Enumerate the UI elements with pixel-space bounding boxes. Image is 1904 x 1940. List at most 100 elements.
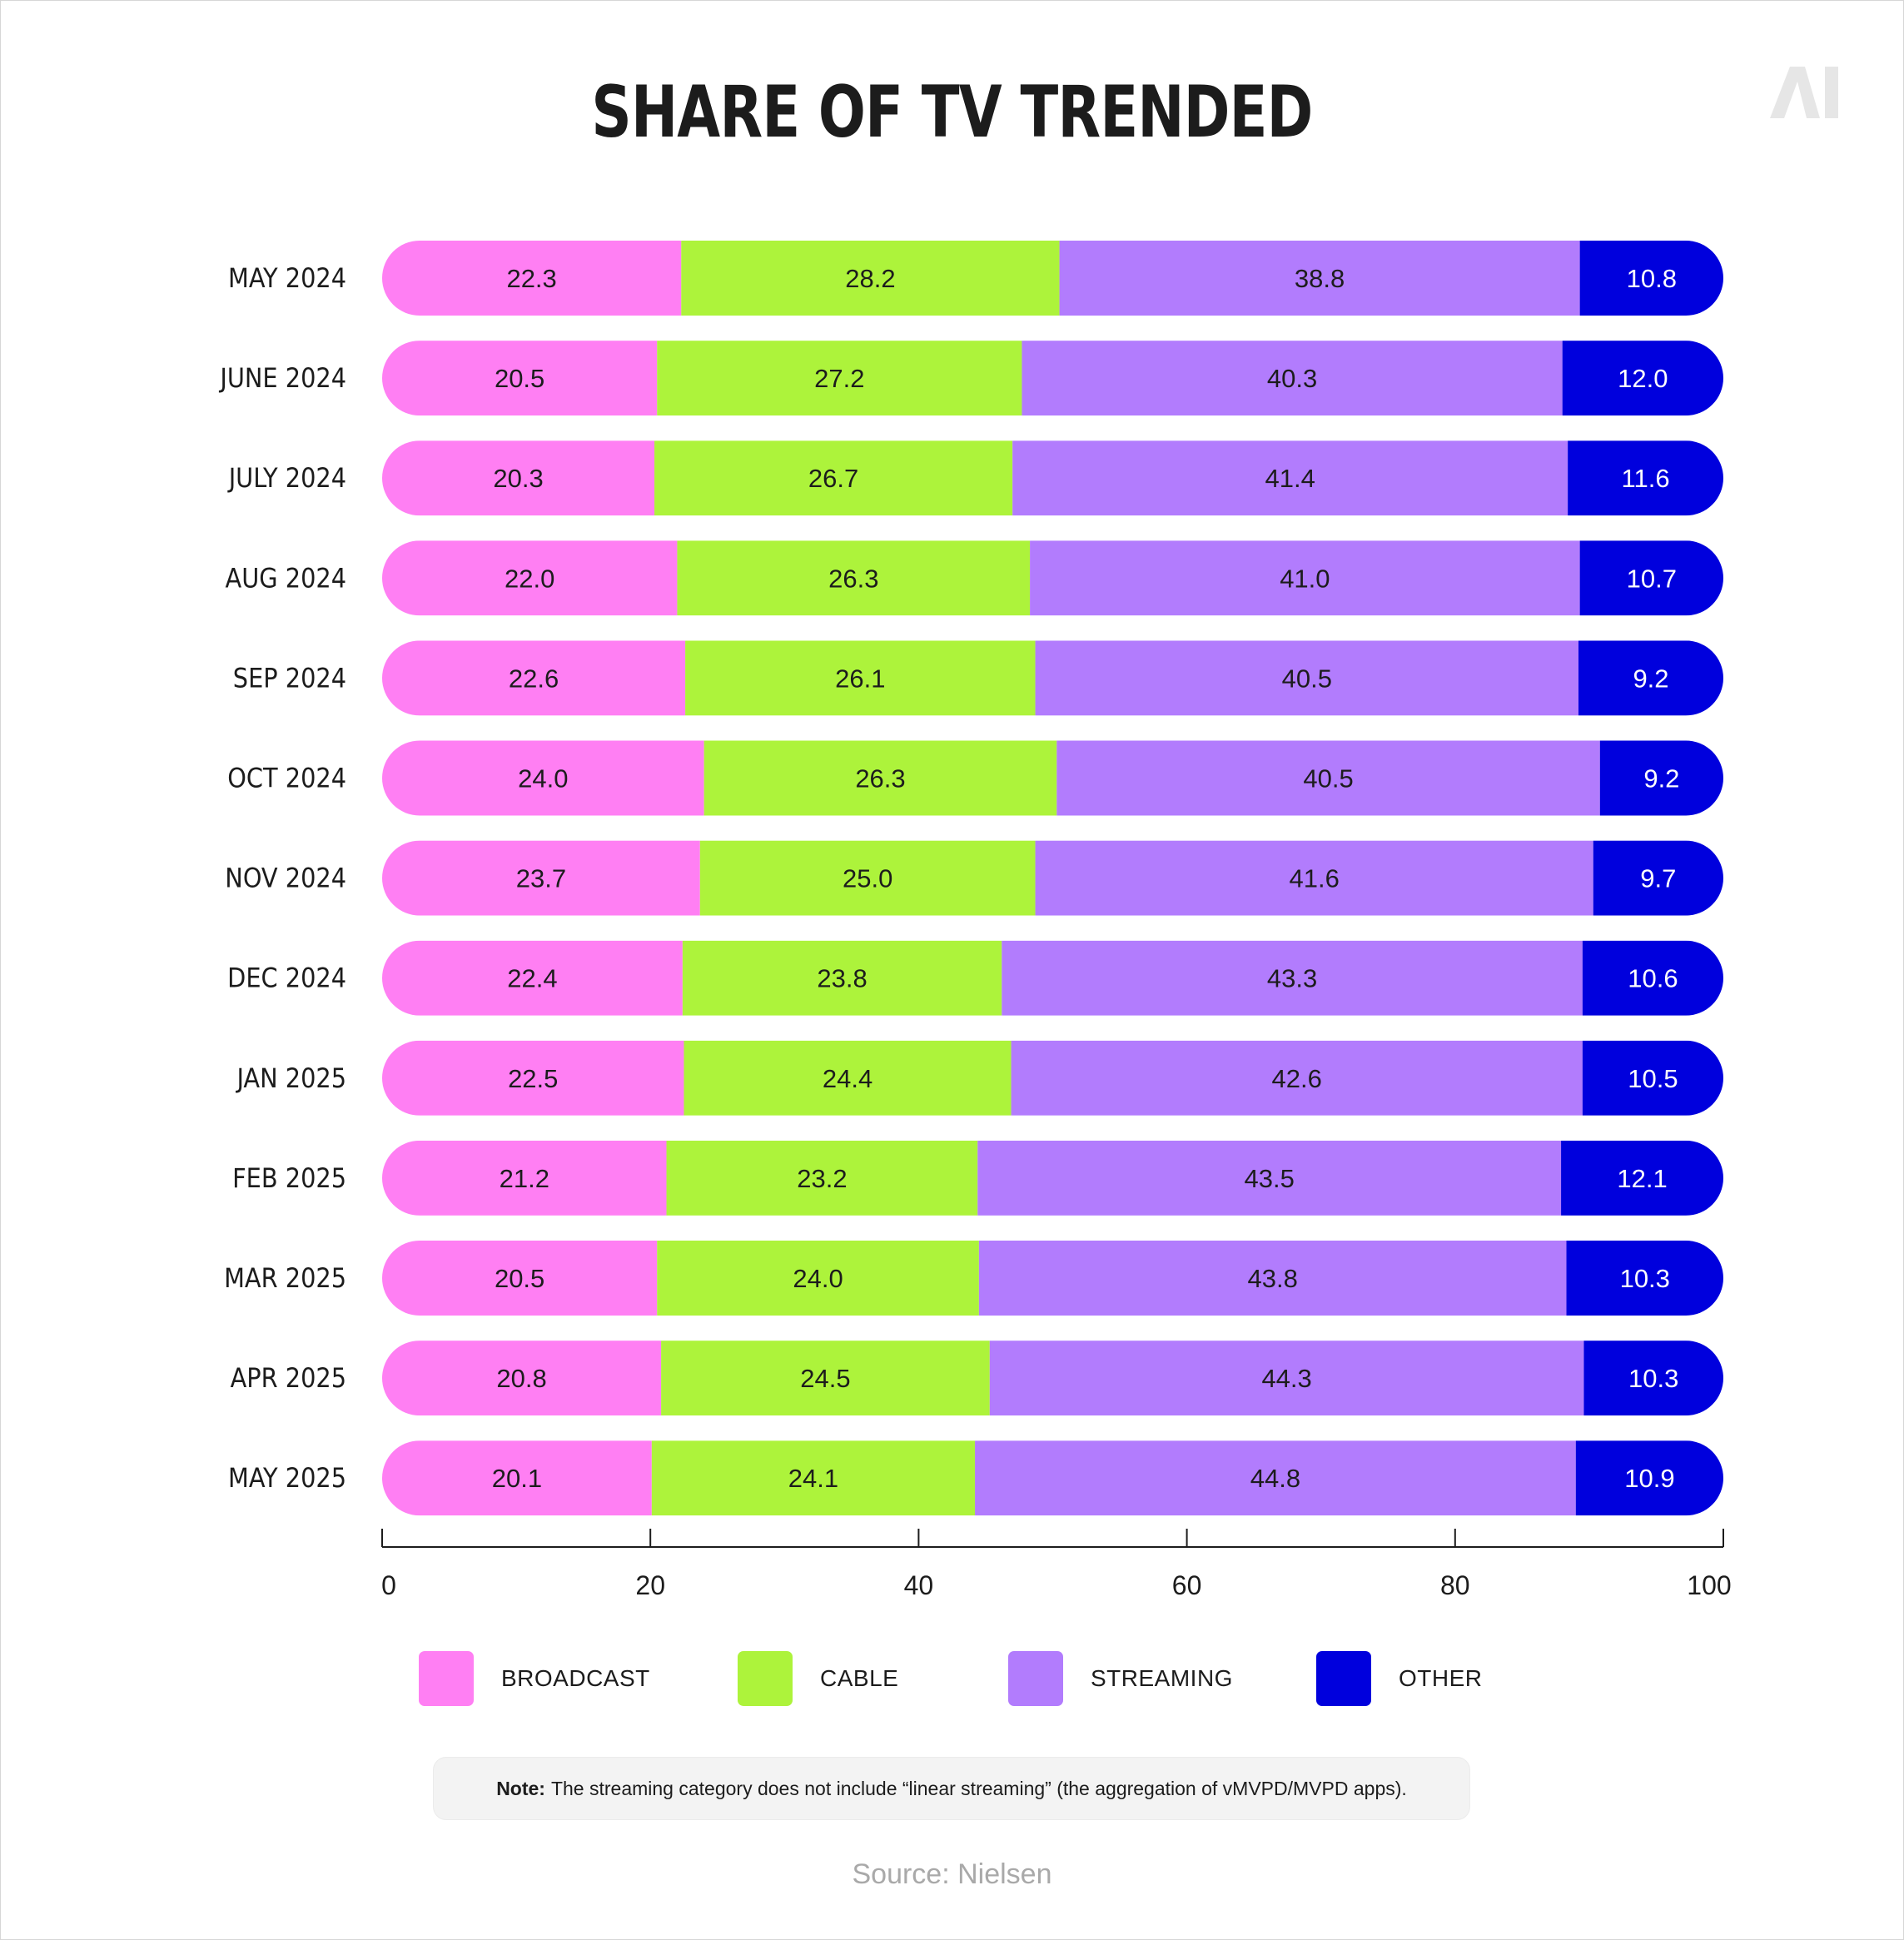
bar-segment-broadcast	[382, 740, 704, 816]
legend-label-streaming: STREAMING	[1091, 1665, 1233, 1691]
bar-segment-cable	[684, 1040, 1012, 1116]
value-label-streaming: 41.4	[1265, 464, 1315, 493]
bar-segment-broadcast	[382, 940, 683, 1016]
value-label-streaming: 43.8	[1248, 1264, 1298, 1293]
bar-segment-broadcast	[382, 640, 686, 716]
bar-row-dec-2024: DEC 2024 22.4 23.8 43.3 10.6	[227, 940, 1723, 1016]
bar-segment-broadcast	[382, 1140, 667, 1216]
x-tick-label: 20	[635, 1570, 665, 1600]
value-label-streaming: 42.6	[1272, 1064, 1322, 1093]
value-label-broadcast: 24.0	[518, 764, 568, 793]
legend-item-other: OTHER	[1316, 1650, 1483, 1707]
note-text: The streaming category does not include …	[550, 1777, 1407, 1799]
bar-segment-broadcast	[382, 1040, 684, 1116]
bar-segment-streaming	[1035, 840, 1593, 916]
bar-segment-cable	[657, 341, 1022, 416]
category-label: FEB 2025	[232, 1162, 346, 1194]
value-label-broadcast: 20.3	[493, 464, 543, 493]
bar-segment-broadcast	[382, 1241, 658, 1316]
bar-segment-other	[1561, 1140, 1723, 1216]
bar-segment-cable	[677, 540, 1031, 616]
value-label-other: 10.3	[1620, 1264, 1670, 1293]
bar-segment-cable	[666, 1140, 978, 1216]
bar-segment-streaming	[989, 1341, 1584, 1416]
value-label-cable: 23.2	[797, 1164, 847, 1193]
category-label: MAR 2025	[224, 1262, 346, 1294]
bar-row-mar-2025: MAR 2025 20.5 24.0 43.8 10.3	[224, 1241, 1723, 1316]
bar-row-sep-2024: SEP 2024 22.6 26.1 40.5 9.2	[233, 640, 1723, 716]
bar-segment-other	[1568, 440, 1723, 516]
bar-segment-streaming	[1035, 640, 1579, 716]
value-label-streaming: 40.5	[1303, 764, 1353, 793]
note-label: Note:	[496, 1777, 545, 1799]
value-label-cable: 27.2	[814, 364, 864, 393]
chart-title: SHARE OF TV TRENDED	[591, 71, 1313, 154]
category-label: JAN 2025	[235, 1062, 346, 1094]
value-label-streaming: 40.5	[1282, 664, 1332, 693]
bar-segment-streaming	[1022, 341, 1563, 416]
value-label-broadcast: 20.1	[492, 1464, 542, 1493]
bar-segment-streaming	[1056, 740, 1600, 816]
value-label-other: 9.2	[1643, 764, 1679, 793]
category-label: SEP 2024	[233, 662, 346, 694]
value-label-other: 9.2	[1633, 664, 1668, 693]
bar-segment-cable	[703, 740, 1057, 816]
value-label-streaming: 44.8	[1250, 1464, 1300, 1493]
bar-row-nov-2024: NOV 2024 23.7 25.0 41.6 9.7	[225, 840, 1723, 916]
bar-segment-streaming	[1030, 540, 1580, 616]
value-label-cable: 26.1	[835, 664, 885, 693]
bar-segment-other	[1578, 640, 1723, 716]
value-label-broadcast: 20.8	[496, 1364, 546, 1393]
bar-segment-other	[1579, 540, 1723, 616]
bar-row-may-2024: MAY 2024 22.3 28.2 38.8 10.8	[228, 241, 1723, 316]
category-label: APR 2025	[231, 1362, 346, 1394]
legend-label-other: OTHER	[1399, 1665, 1483, 1691]
value-label-other: 10.6	[1628, 964, 1678, 993]
value-label-broadcast: 22.6	[509, 664, 559, 693]
bar-segment-other	[1582, 1040, 1723, 1116]
category-label: JULY 2024	[227, 462, 346, 494]
bar-row-jan-2025: JAN 2025 22.5 24.4 42.6 10.5	[235, 1040, 1723, 1116]
value-label-other: 10.3	[1628, 1364, 1678, 1393]
bar-segment-other	[1593, 840, 1723, 916]
category-label: MAY 2024	[228, 262, 346, 294]
bar-segment-cable	[682, 940, 1002, 1016]
value-label-other: 12.0	[1618, 364, 1668, 393]
value-label-cable: 24.4	[823, 1064, 872, 1093]
category-label: MAY 2025	[228, 1462, 346, 1494]
x-tick-label: 100	[1687, 1570, 1731, 1600]
bar-segment-streaming	[975, 1440, 1576, 1516]
value-label-streaming: 41.6	[1289, 864, 1339, 893]
value-label-other: 10.7	[1627, 564, 1677, 593]
value-label-streaming: 40.3	[1267, 364, 1317, 393]
value-label-broadcast: 21.2	[500, 1164, 549, 1193]
value-label-cable: 25.0	[843, 864, 892, 893]
value-label-other: 10.8	[1627, 264, 1677, 293]
value-label-broadcast: 20.5	[495, 1264, 544, 1293]
bar-row-oct-2024: OCT 2024 24.0 26.3 40.5 9.2	[227, 740, 1723, 816]
bar-row-apr-2025: APR 2025 20.8 24.5 44.3 10.3	[231, 1341, 1723, 1416]
value-label-cable: 24.1	[788, 1464, 838, 1493]
value-label-cable: 26.3	[855, 764, 905, 793]
legend-swatch-cable	[738, 1651, 793, 1706]
bar-row-aug-2024: AUG 2024 22.0 26.3 41.0 10.7	[226, 540, 1723, 616]
bar-segment-other	[1562, 341, 1723, 416]
note-box: Note: The streaming category does not in…	[433, 1757, 1470, 1820]
value-label-broadcast: 22.3	[506, 264, 556, 293]
bar-segment-streaming	[1011, 1040, 1583, 1116]
value-label-streaming: 44.3	[1261, 1364, 1311, 1393]
bar-row-june-2024: JUNE 2024 20.5 27.2 40.3 12.0	[218, 341, 1723, 416]
ai-logo: AI	[1770, 67, 1838, 118]
value-label-broadcast: 23.7	[516, 864, 566, 893]
value-label-cable: 28.2	[845, 264, 895, 293]
value-label-other: 10.5	[1628, 1064, 1678, 1093]
category-label: OCT 2024	[227, 763, 346, 794]
bar-row-july-2024: JULY 2024 20.3 26.7 41.4 11.6	[227, 440, 1723, 516]
bar-segment-streaming	[977, 1140, 1562, 1216]
bar-segment-other	[1583, 1341, 1723, 1416]
legend-swatch-streaming	[1008, 1651, 1063, 1706]
bar-segment-broadcast	[382, 840, 700, 916]
stacked-bar-chart: MAY 2024 22.3 28.2 38.8 10.8 JUNE 2024 20.5 27.…	[218, 241, 1732, 1600]
legend-label-broadcast: BROADCAST	[501, 1665, 650, 1691]
bar-row-may-2025: MAY 2025 20.1 24.1 44.8 10.9	[228, 1440, 1723, 1516]
